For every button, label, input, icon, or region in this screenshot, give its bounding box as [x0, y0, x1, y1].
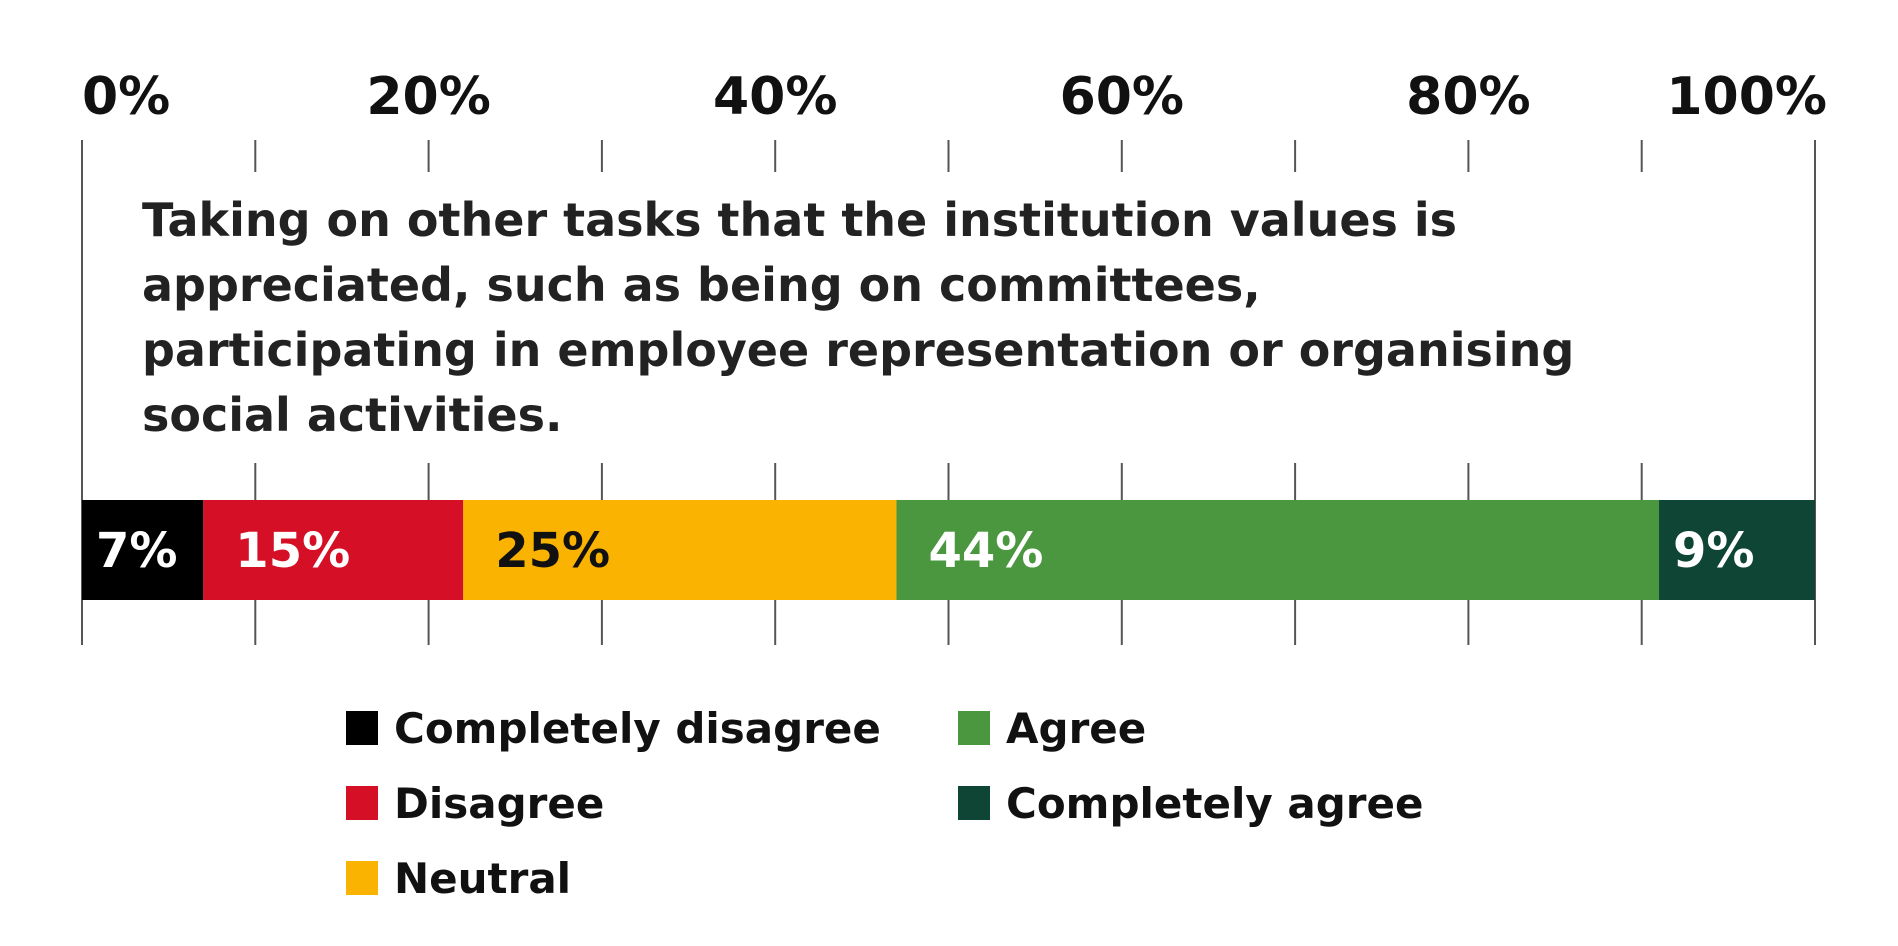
bar-segment — [896, 500, 1660, 600]
legend-swatch — [346, 711, 378, 745]
bar-value-label: 15% — [235, 523, 350, 579]
chart-title-line-1: Taking on other tasks that the instituti… — [142, 193, 1457, 247]
bar-segment — [463, 500, 897, 600]
legend: Completely disagree Disagree Neutral Agree C… — [346, 704, 1423, 903]
legend-swatch — [958, 786, 990, 820]
x-tick-label: 60% — [1060, 67, 1184, 127]
bar-value-label: 44% — [929, 523, 1044, 579]
x-tick-label: 0% — [82, 67, 170, 127]
chart-title-line-2: appreciated, such as being on committees… — [142, 258, 1261, 312]
chart-title-line-3: participating in employee representation… — [142, 323, 1574, 377]
x-axis-tick-labels: 0% 20% 40% 60% 80% 100% — [82, 67, 1827, 127]
bar-value-label: 7% — [96, 523, 178, 579]
chart-title-line-4: social activities. — [142, 388, 562, 442]
bar-segment — [203, 500, 464, 600]
legend-label: Agree — [1006, 704, 1146, 753]
bar-value-label: 25% — [495, 523, 610, 579]
x-tick-label: 20% — [366, 67, 490, 127]
legend-swatch — [958, 711, 990, 745]
bar-segments — [82, 500, 1815, 600]
bar-value-labels: 7% 15% 25% 44% 9% — [96, 523, 1755, 579]
legend-label: Completely agree — [1006, 779, 1423, 828]
x-tick-label: 80% — [1406, 67, 1530, 127]
legend-label: Disagree — [394, 779, 604, 828]
legend-label: Neutral — [394, 854, 571, 903]
legend-label: Completely disagree — [394, 704, 881, 753]
bar-segment — [82, 500, 204, 600]
x-tick-label: 100% — [1666, 67, 1827, 127]
legend-swatch — [346, 786, 378, 820]
legend-swatch — [346, 861, 378, 895]
x-tick-label: 40% — [713, 67, 837, 127]
chart-title: Taking on other tasks that the instituti… — [142, 193, 1590, 442]
bar-value-label: 9% — [1673, 523, 1755, 579]
bar-segment — [1659, 500, 1815, 600]
